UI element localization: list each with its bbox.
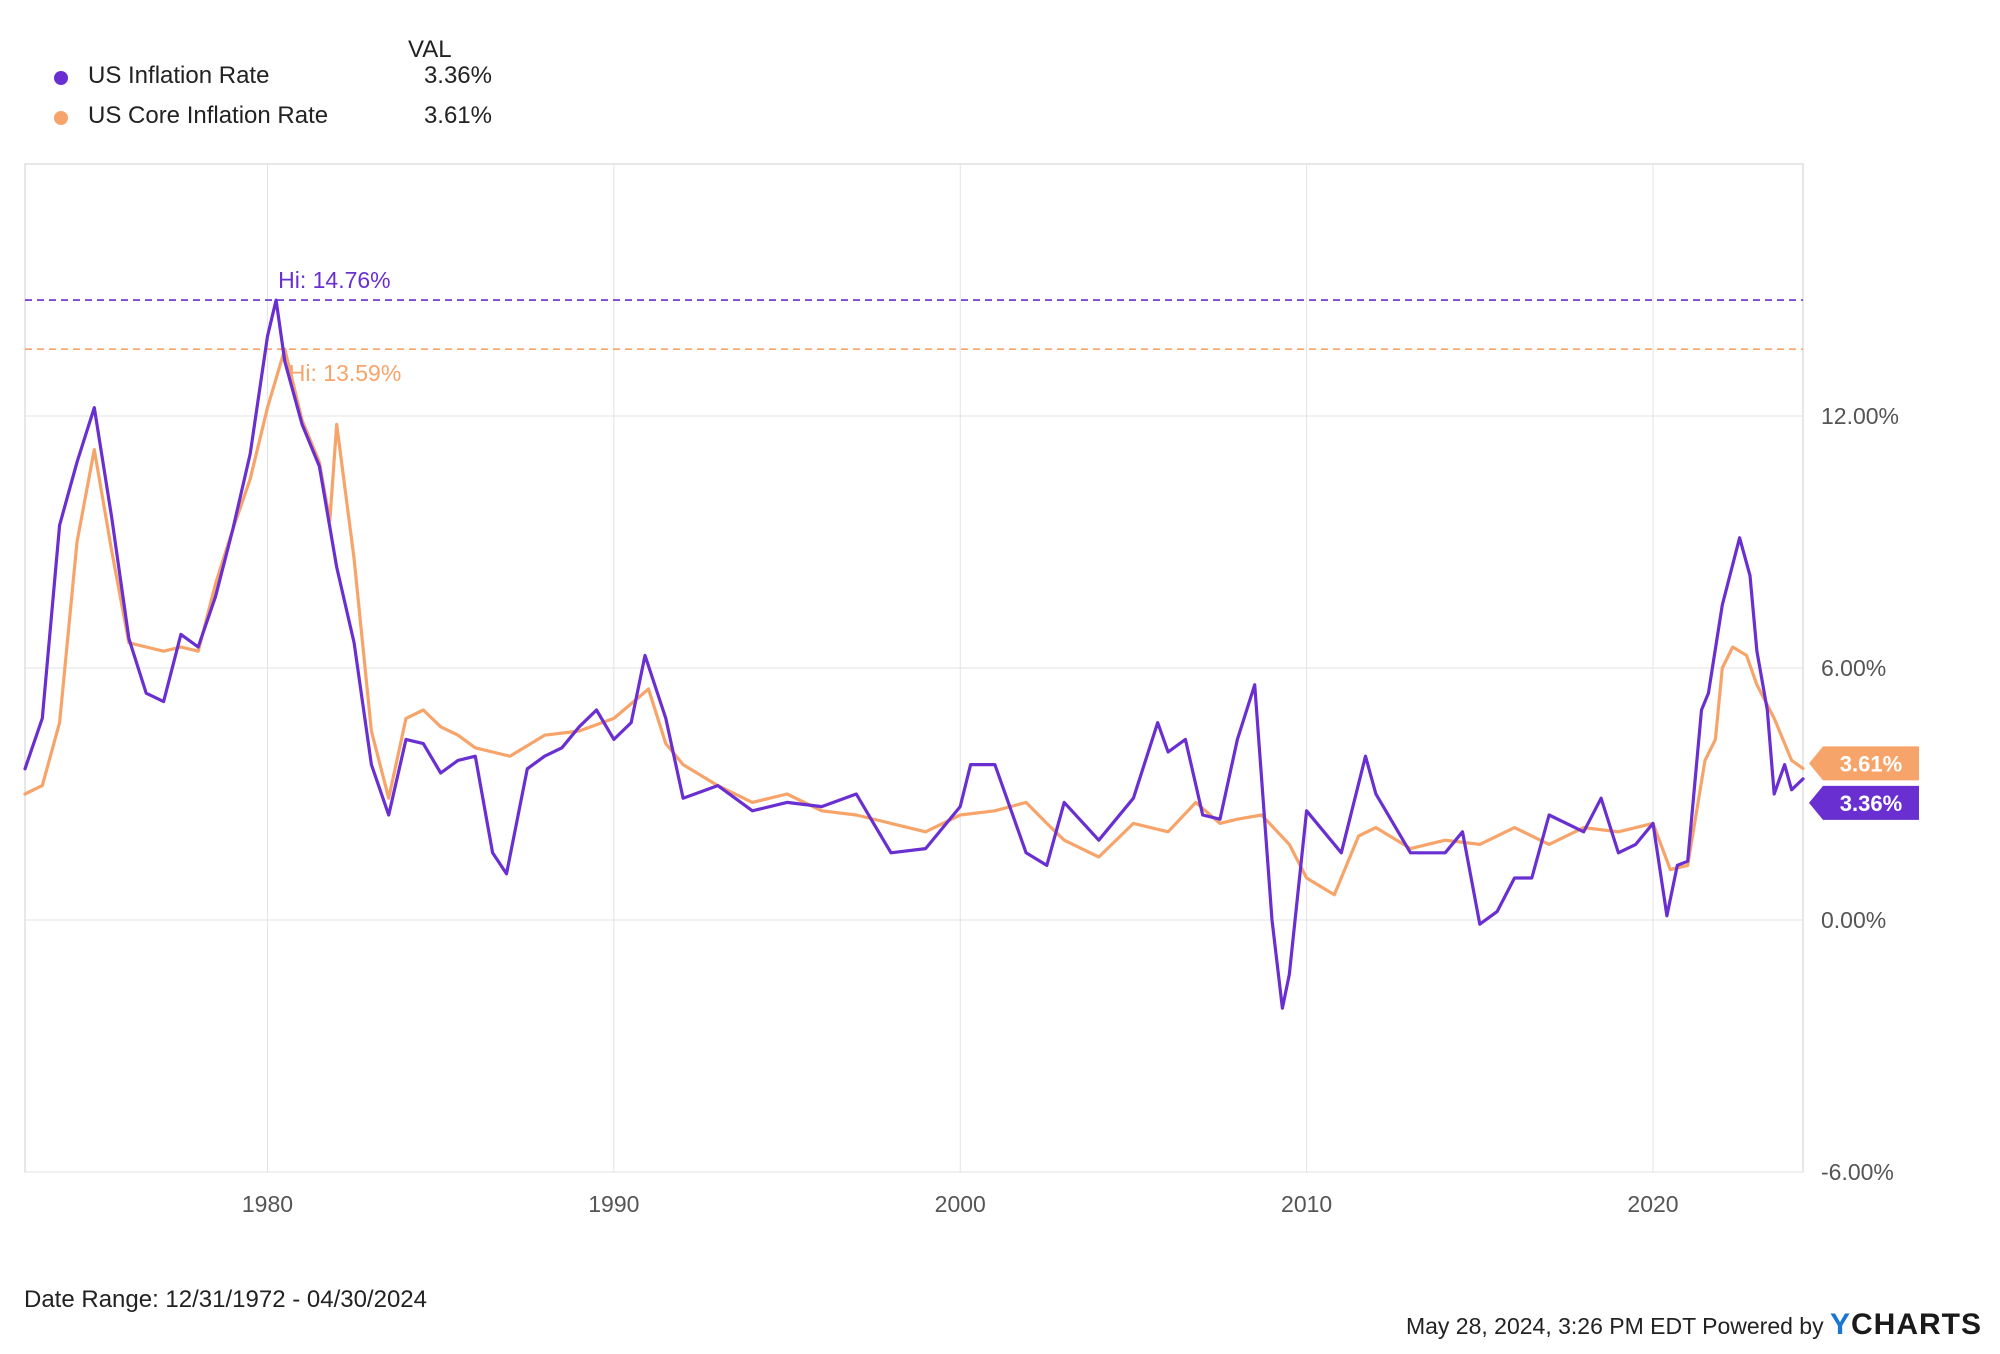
series-dot-icon [54, 71, 68, 85]
legend-item-us-core-inflation-rate[interactable]: US Core Inflation Rate 3.61% [48, 102, 492, 134]
legend-item-value: 3.36% [423, 62, 492, 89]
x-tick-label: 1980 [242, 1191, 293, 1217]
y-tick-label: 6.00% [1821, 655, 1886, 681]
y-tick-label: 12.00% [1821, 403, 1899, 429]
series-dot-icon [54, 111, 68, 125]
end-value-label: 3.61% [1840, 751, 1902, 776]
legend-item-value: 3.61% [423, 102, 492, 129]
x-tick-label: 2010 [1281, 1191, 1332, 1217]
y-tick-label: -6.00% [1821, 1159, 1894, 1185]
footer-attribution: May 28, 2024, 3:26 PM EDT Powered by YCH… [1406, 1308, 1982, 1342]
date-range-label: Date Range: 12/31/1972 - 04/30/2024 [24, 1286, 427, 1313]
legend-item-label: US Inflation Rate [88, 62, 270, 89]
legend-header: VAL [408, 36, 452, 63]
legend-item-label: US Core Inflation Rate [88, 102, 329, 129]
legend-item-us-inflation-rate[interactable]: US Inflation Rate 3.36% [48, 62, 492, 94]
series-line-us-inflation-rate [23, 298, 1805, 1010]
end-value-flag [1809, 785, 1919, 820]
y-tick-label: 0.00% [1821, 907, 1886, 933]
ycharts-logo[interactable]: YCHARTS [1829, 1308, 1982, 1341]
high-annotation-label: Hi: 14.76% [278, 267, 391, 293]
high-annotation-label: Hi: 13.59% [289, 360, 402, 386]
x-tick-label: 1990 [588, 1191, 639, 1217]
end-value-flag [1809, 746, 1919, 781]
x-tick-label: 2020 [1627, 1191, 1678, 1217]
end-value-label: 3.36% [1840, 791, 1902, 816]
series-line-us-core-inflation-rate [23, 347, 1805, 897]
timestamp-label: May 28, 2024, 3:26 PM EDT Powered by [1405, 1313, 1824, 1339]
x-tick-label: 2000 [935, 1191, 986, 1217]
